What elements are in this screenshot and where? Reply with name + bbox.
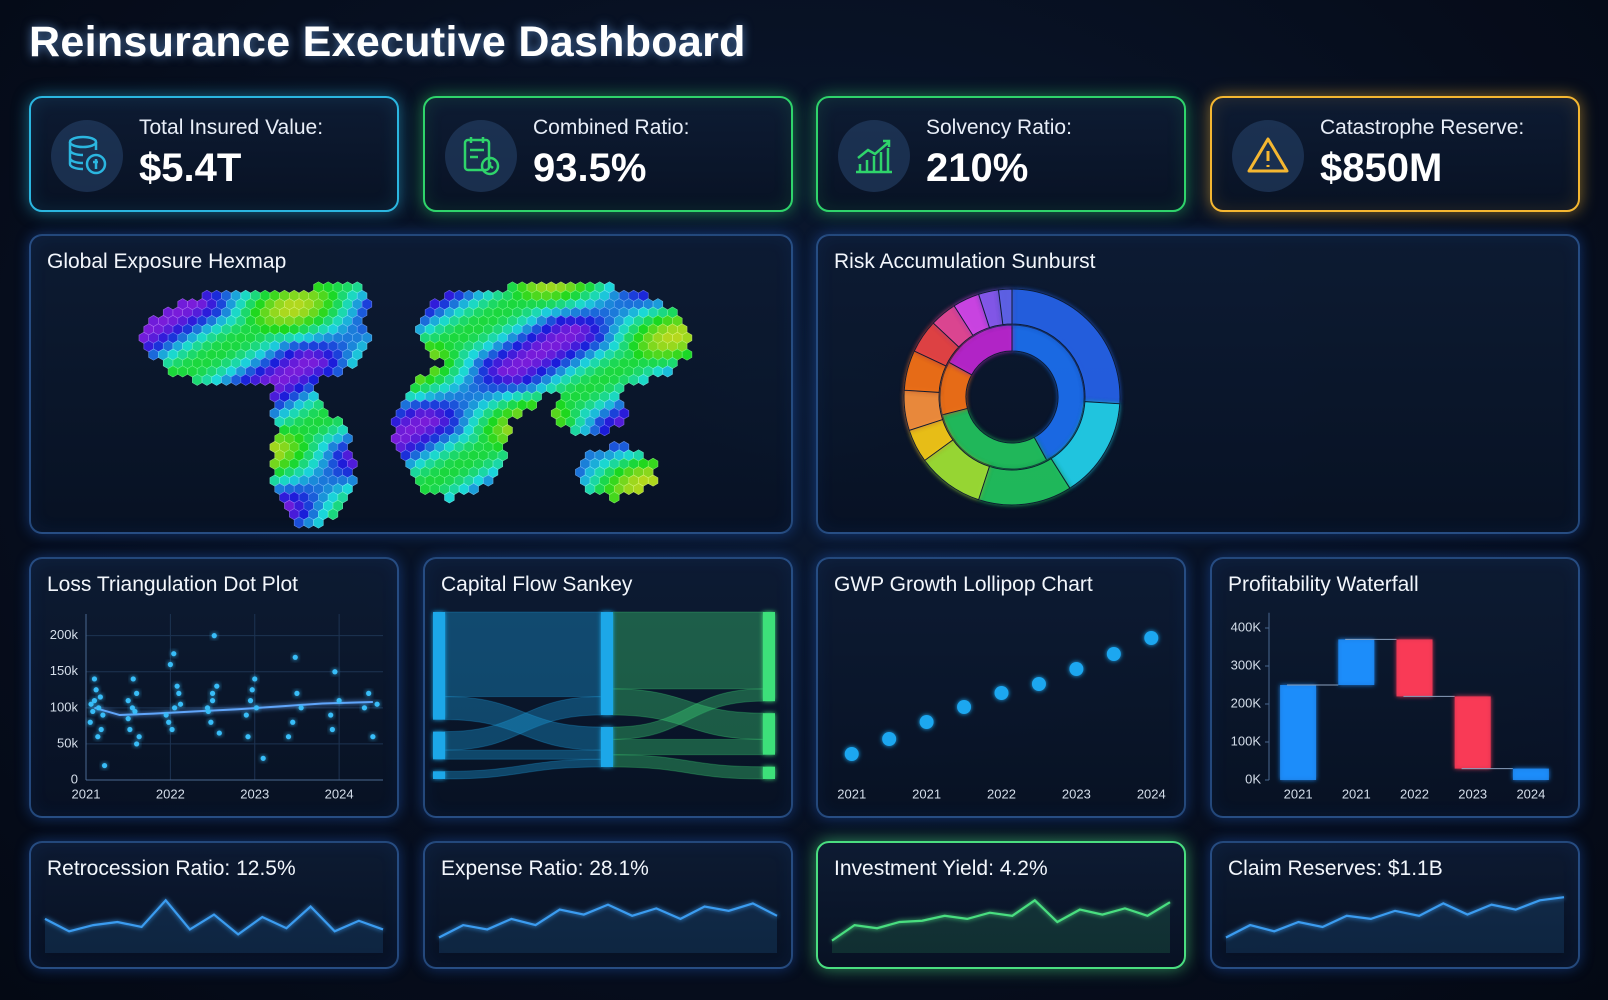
metric-card: Expense Ratio: 28.1% [423, 841, 793, 969]
kpi-label: Catastrophe Reserve: [1320, 116, 1525, 139]
kpi-value: 210% [926, 146, 1029, 190]
panel-title: Profitability Waterfall [1228, 573, 1419, 596]
dot-plot-panel: Loss Triangulation Dot Plot [29, 557, 399, 818]
kpi-label: Combined Ratio: [533, 116, 690, 139]
kpi-card: Total Insured Value: $5.4T [29, 96, 399, 212]
kpi-value: $5.4T [139, 146, 242, 190]
panel-title: Risk Accumulation Sunburst [834, 250, 1096, 273]
kpi-label: Solvency Ratio: [926, 116, 1072, 139]
kpi-card: Solvency Ratio: 210% [816, 96, 1186, 212]
metric-card: Retrocession Ratio: 12.5% [29, 841, 399, 969]
sunburst-panel: Risk Accumulation Sunburst [816, 234, 1580, 534]
panel-title: Expense Ratio: 28.1% [441, 857, 649, 880]
kpi-icon [51, 120, 123, 192]
panel-title: Retrocession Ratio: 12.5% [47, 857, 296, 880]
kpi-icon [838, 120, 910, 192]
kpi-value: $850M [1320, 146, 1443, 190]
map-panel: Global Exposure Hexmap [29, 234, 793, 534]
panel-title: Investment Yield: 4.2% [834, 857, 1048, 880]
waterfall-panel: Profitability Waterfall [1210, 557, 1580, 818]
kpi-card: Catastrophe Reserve: $850M [1210, 96, 1580, 212]
panel-title: GWP Growth Lollipop Chart [834, 573, 1093, 596]
metric-card: Investment Yield: 4.2% [816, 841, 1186, 969]
panel-title: Capital Flow Sankey [441, 573, 633, 596]
dashboard-title: Reinsurance Executive Dashboard [29, 18, 746, 66]
kpi-card: Combined Ratio: 93.5% [423, 96, 793, 212]
kpi-icon [1232, 120, 1304, 192]
kpi-value: 93.5% [533, 146, 647, 190]
panel-title: Loss Triangulation Dot Plot [47, 573, 298, 596]
panel-title: Global Exposure Hexmap [47, 250, 287, 273]
metric-card: Claim Reserves: $1.1B [1210, 841, 1580, 969]
kpi-icon [445, 120, 517, 192]
panel-title: Claim Reserves: $1.1B [1228, 857, 1443, 880]
sankey-panel: Capital Flow Sankey [423, 557, 793, 818]
kpi-label: Total Insured Value: [139, 116, 324, 139]
lollipop-panel: GWP Growth Lollipop Chart [816, 557, 1186, 818]
